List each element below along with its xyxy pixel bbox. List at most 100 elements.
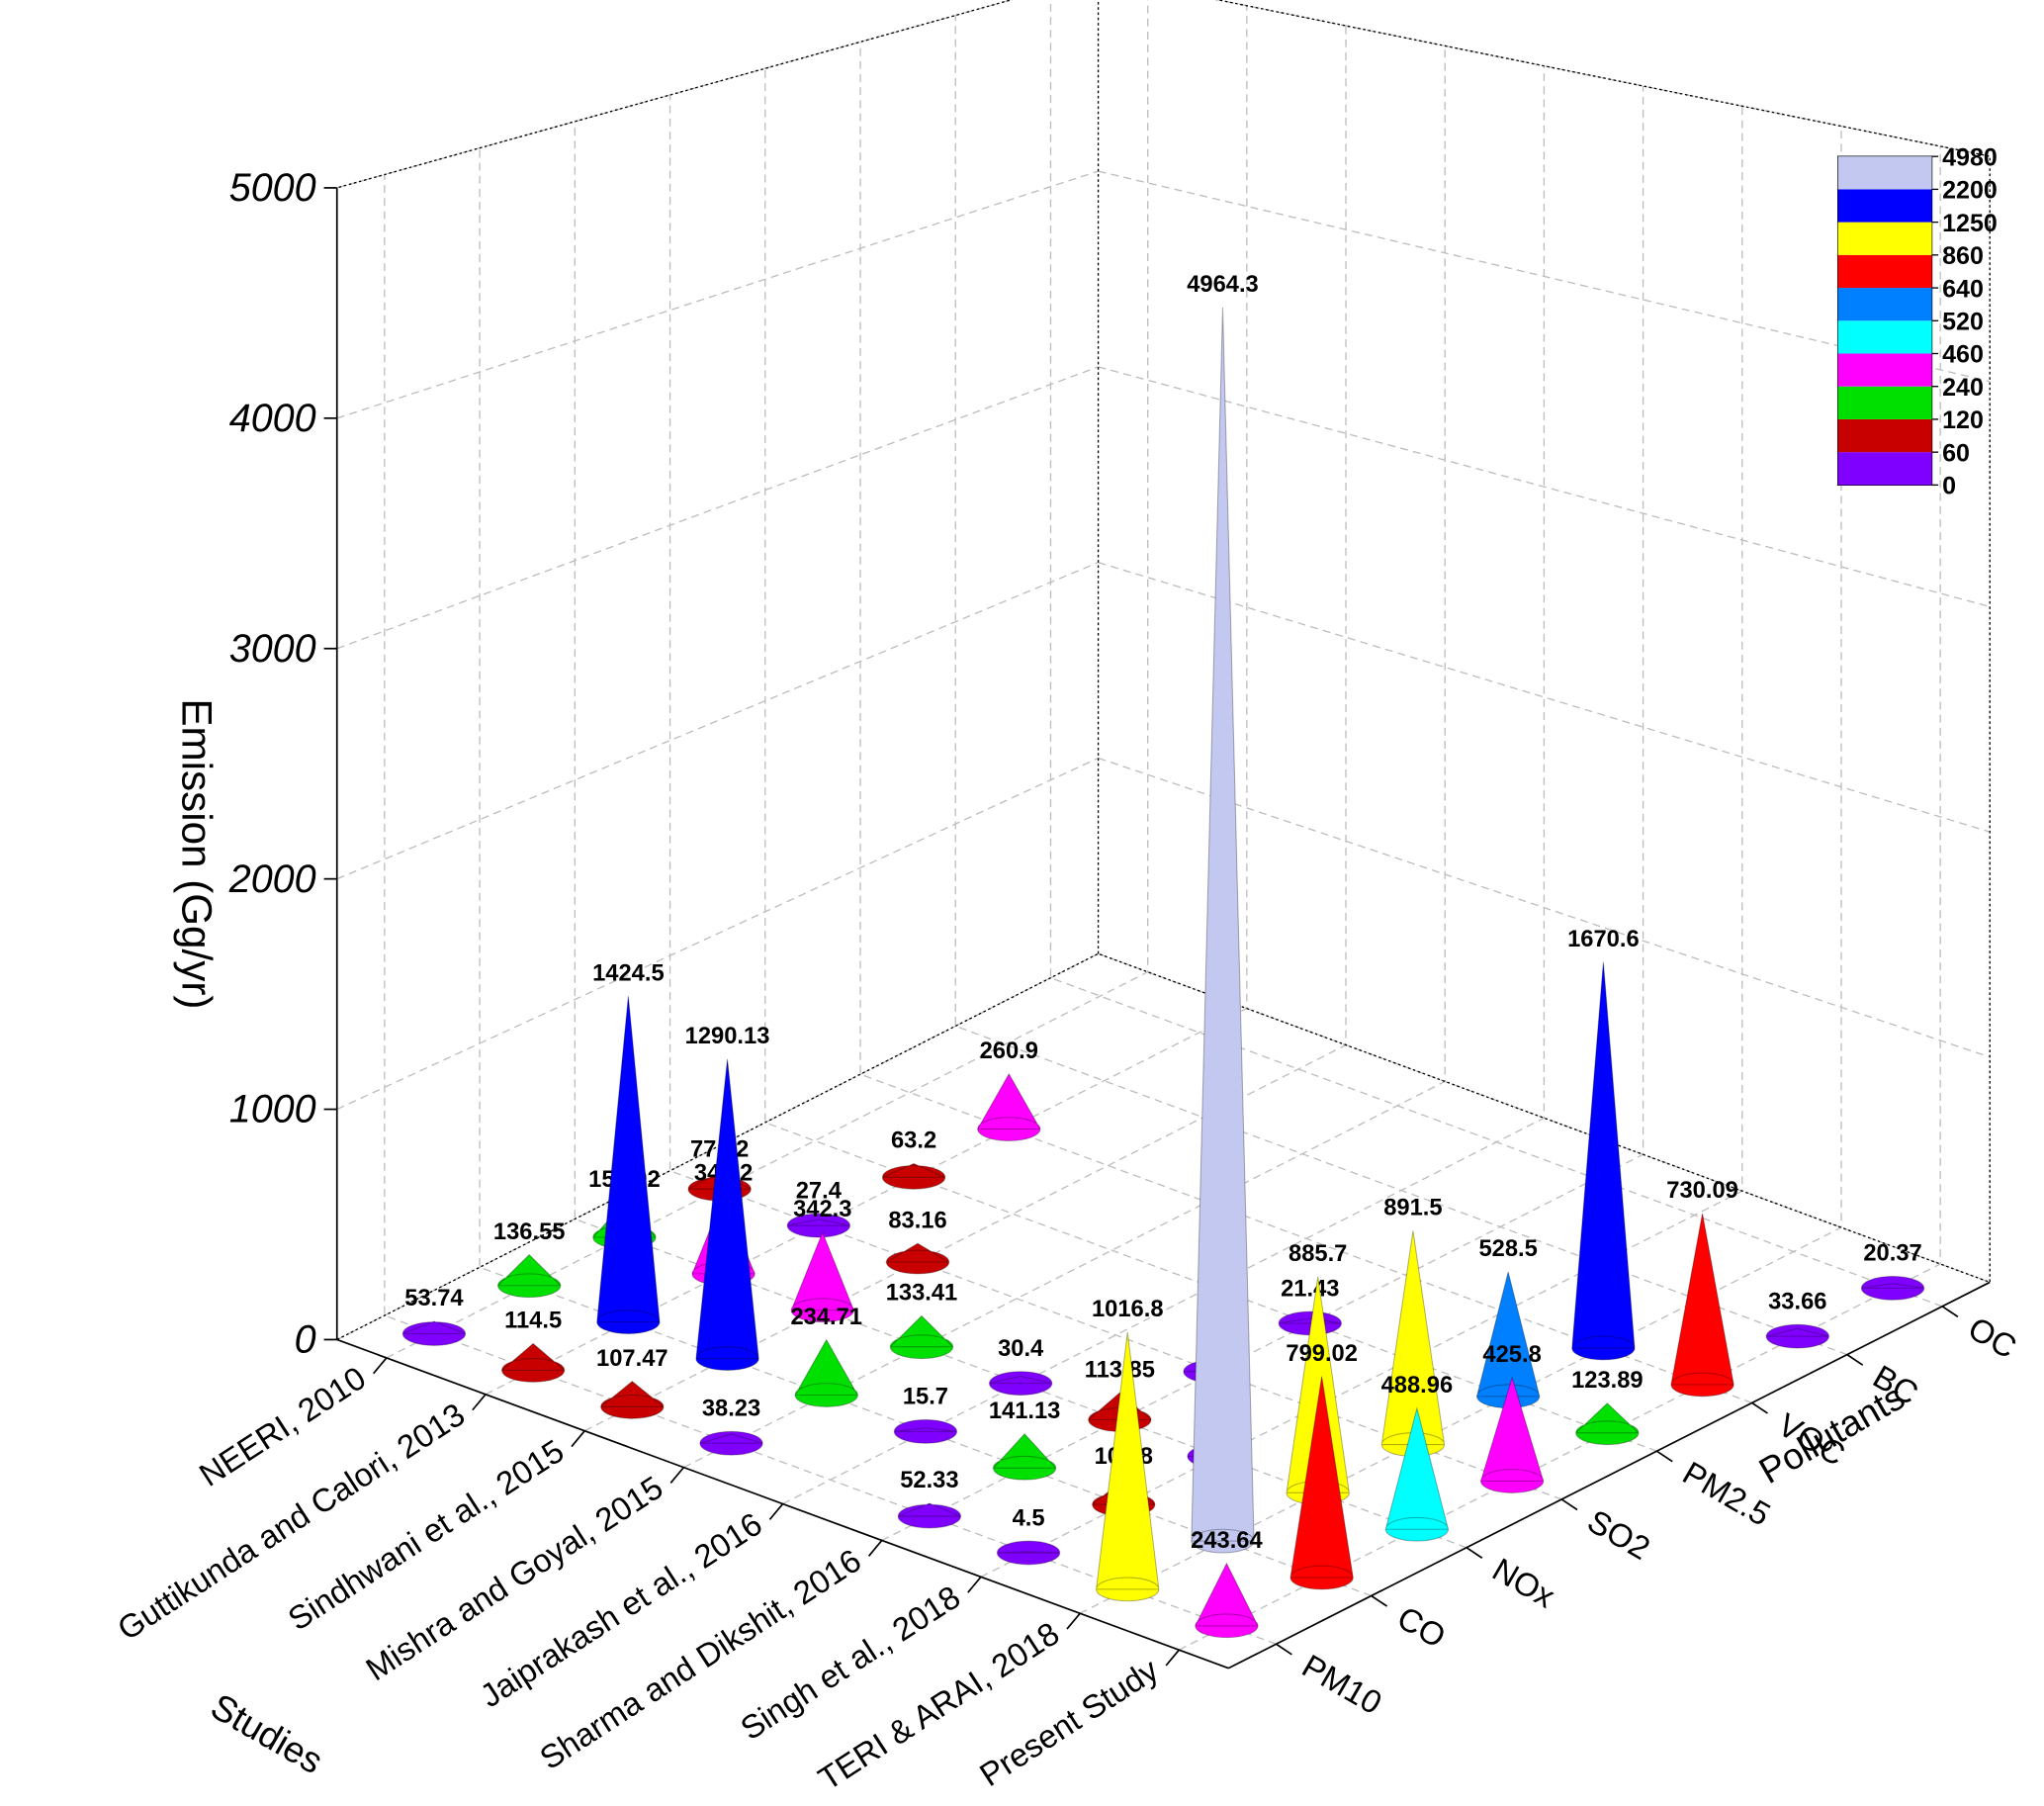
- value-label: 21.43: [1281, 1276, 1339, 1302]
- x-tick: [669, 1467, 685, 1485]
- value-label: 30.4: [998, 1336, 1044, 1362]
- cone: [599, 1380, 665, 1419]
- y-tick: [1655, 1450, 1673, 1463]
- grid-line: [1215, 0, 1991, 157]
- floor-grid: [980, 106, 1743, 1578]
- y-tick: [1371, 1594, 1388, 1607]
- cone: [1574, 1402, 1640, 1446]
- value-label: 4964.3: [1187, 272, 1259, 298]
- legend-label: 860: [1942, 242, 1984, 270]
- floor-grid: [384, 174, 1277, 1645]
- legend-swatch: [1837, 156, 1932, 190]
- cone: [695, 1058, 759, 1371]
- floor-grid: [479, 147, 1372, 1597]
- x-tick: [571, 1430, 585, 1448]
- y-tick-label: SO2: [1581, 1502, 1656, 1567]
- cone: [500, 1342, 566, 1383]
- walls: 0 1000 2000 3000 4000 5000: [228, 0, 1991, 1670]
- cone: [496, 1253, 562, 1299]
- value-label: 141.13: [989, 1399, 1061, 1424]
- legend-swatch: [1837, 386, 1932, 419]
- value-label: 38.23: [702, 1397, 760, 1422]
- x-tick: [472, 1394, 487, 1411]
- cone: [897, 1502, 962, 1529]
- back-frame: [336, 0, 1991, 1341]
- legend-label: 460: [1942, 341, 1984, 369]
- cone: [1475, 1271, 1541, 1409]
- legend-swatch: [1837, 452, 1932, 486]
- cone: [893, 1418, 958, 1444]
- legend-swatch: [1837, 288, 1932, 321]
- y-tick: [1846, 1353, 1864, 1366]
- value-label: 799.02: [1286, 1341, 1358, 1367]
- legend-label: 640: [1942, 275, 1984, 303]
- value-label: 1424.5: [592, 960, 665, 986]
- x-tick: [373, 1357, 388, 1375]
- value-label: 52.33: [900, 1468, 958, 1493]
- floor-grid: [683, 45, 1446, 1469]
- floor-grid: [782, 65, 1546, 1505]
- legend-label: 0: [1942, 473, 1956, 500]
- value-label: 136.55: [493, 1219, 566, 1245]
- y-tick-label: OC: [1962, 1309, 2022, 1366]
- legend-label: 60: [1942, 439, 1970, 467]
- legend-swatch: [1837, 222, 1932, 255]
- value-label: 1290.13: [685, 1024, 770, 1049]
- cone: [1384, 1405, 1450, 1542]
- value-label: 4.5: [1013, 1505, 1045, 1531]
- cone: [884, 1242, 950, 1275]
- value-label: 27.4: [796, 1178, 843, 1204]
- legend-swatch: [1837, 320, 1932, 354]
- grid-line: [336, 170, 1099, 419]
- value-label: 114.5: [504, 1309, 562, 1334]
- value-label: 730.09: [1666, 1178, 1738, 1204]
- x-tick-label: Mishra and Goyal, 2015: [359, 1469, 668, 1688]
- y-axis: [1228, 1281, 1991, 1670]
- legend-swatch: [1837, 189, 1932, 223]
- y-tick-label: NOx: [1486, 1551, 1561, 1615]
- legend-label: 120: [1942, 406, 1984, 434]
- legend-label: 520: [1942, 309, 1984, 336]
- value-label: 113.85: [1085, 1357, 1155, 1383]
- floor-grid: [859, 42, 1752, 1404]
- legend-label: 240: [1942, 374, 1984, 402]
- cone: [1278, 1310, 1342, 1336]
- x-axis-title: Studies: [204, 1685, 329, 1781]
- cone: [881, 1162, 946, 1190]
- legend-label: 1250: [1942, 210, 1998, 237]
- cone: [1765, 1323, 1829, 1349]
- grid-line: [336, 757, 1099, 1111]
- z-tick-label: 1000: [229, 1088, 316, 1131]
- cone: [1096, 1331, 1160, 1602]
- value-label: 83.16: [888, 1208, 946, 1233]
- x-tick: [768, 1502, 784, 1520]
- value-label: 488.96: [1381, 1373, 1454, 1399]
- cone: [699, 1430, 763, 1456]
- floor-grid: [574, 121, 1467, 1549]
- value-label: 243.64: [1191, 1528, 1263, 1554]
- value-label: 20.37: [1863, 1241, 1921, 1267]
- y-tick: [1276, 1643, 1292, 1656]
- legend-swatch: [1837, 254, 1932, 289]
- x-tick-label: Sindhwani et al., 2015: [282, 1432, 571, 1638]
- y-tick: [1560, 1498, 1578, 1511]
- cone: [1380, 1230, 1446, 1457]
- y-tick: [1941, 1306, 1959, 1318]
- y-tick: [1751, 1401, 1768, 1414]
- value-label: 123.89: [1571, 1368, 1644, 1394]
- cone: [790, 1230, 854, 1323]
- grid-line: [336, 562, 1099, 880]
- z-tick-label: 0: [295, 1318, 316, 1362]
- z-tick-label: 5000: [229, 166, 316, 210]
- cone: [976, 1072, 1041, 1141]
- value-label: 53.74: [404, 1286, 464, 1311]
- x-tick: [1165, 1649, 1180, 1667]
- value-label: 33.66: [1768, 1289, 1826, 1314]
- y-tick-label: CO: [1391, 1598, 1452, 1655]
- floor-grid: [764, 68, 1657, 1452]
- z-tick-label: 3000: [229, 627, 316, 671]
- value-label: 133.41: [886, 1281, 958, 1307]
- x-tick: [867, 1539, 883, 1557]
- cone: [1194, 1562, 1259, 1639]
